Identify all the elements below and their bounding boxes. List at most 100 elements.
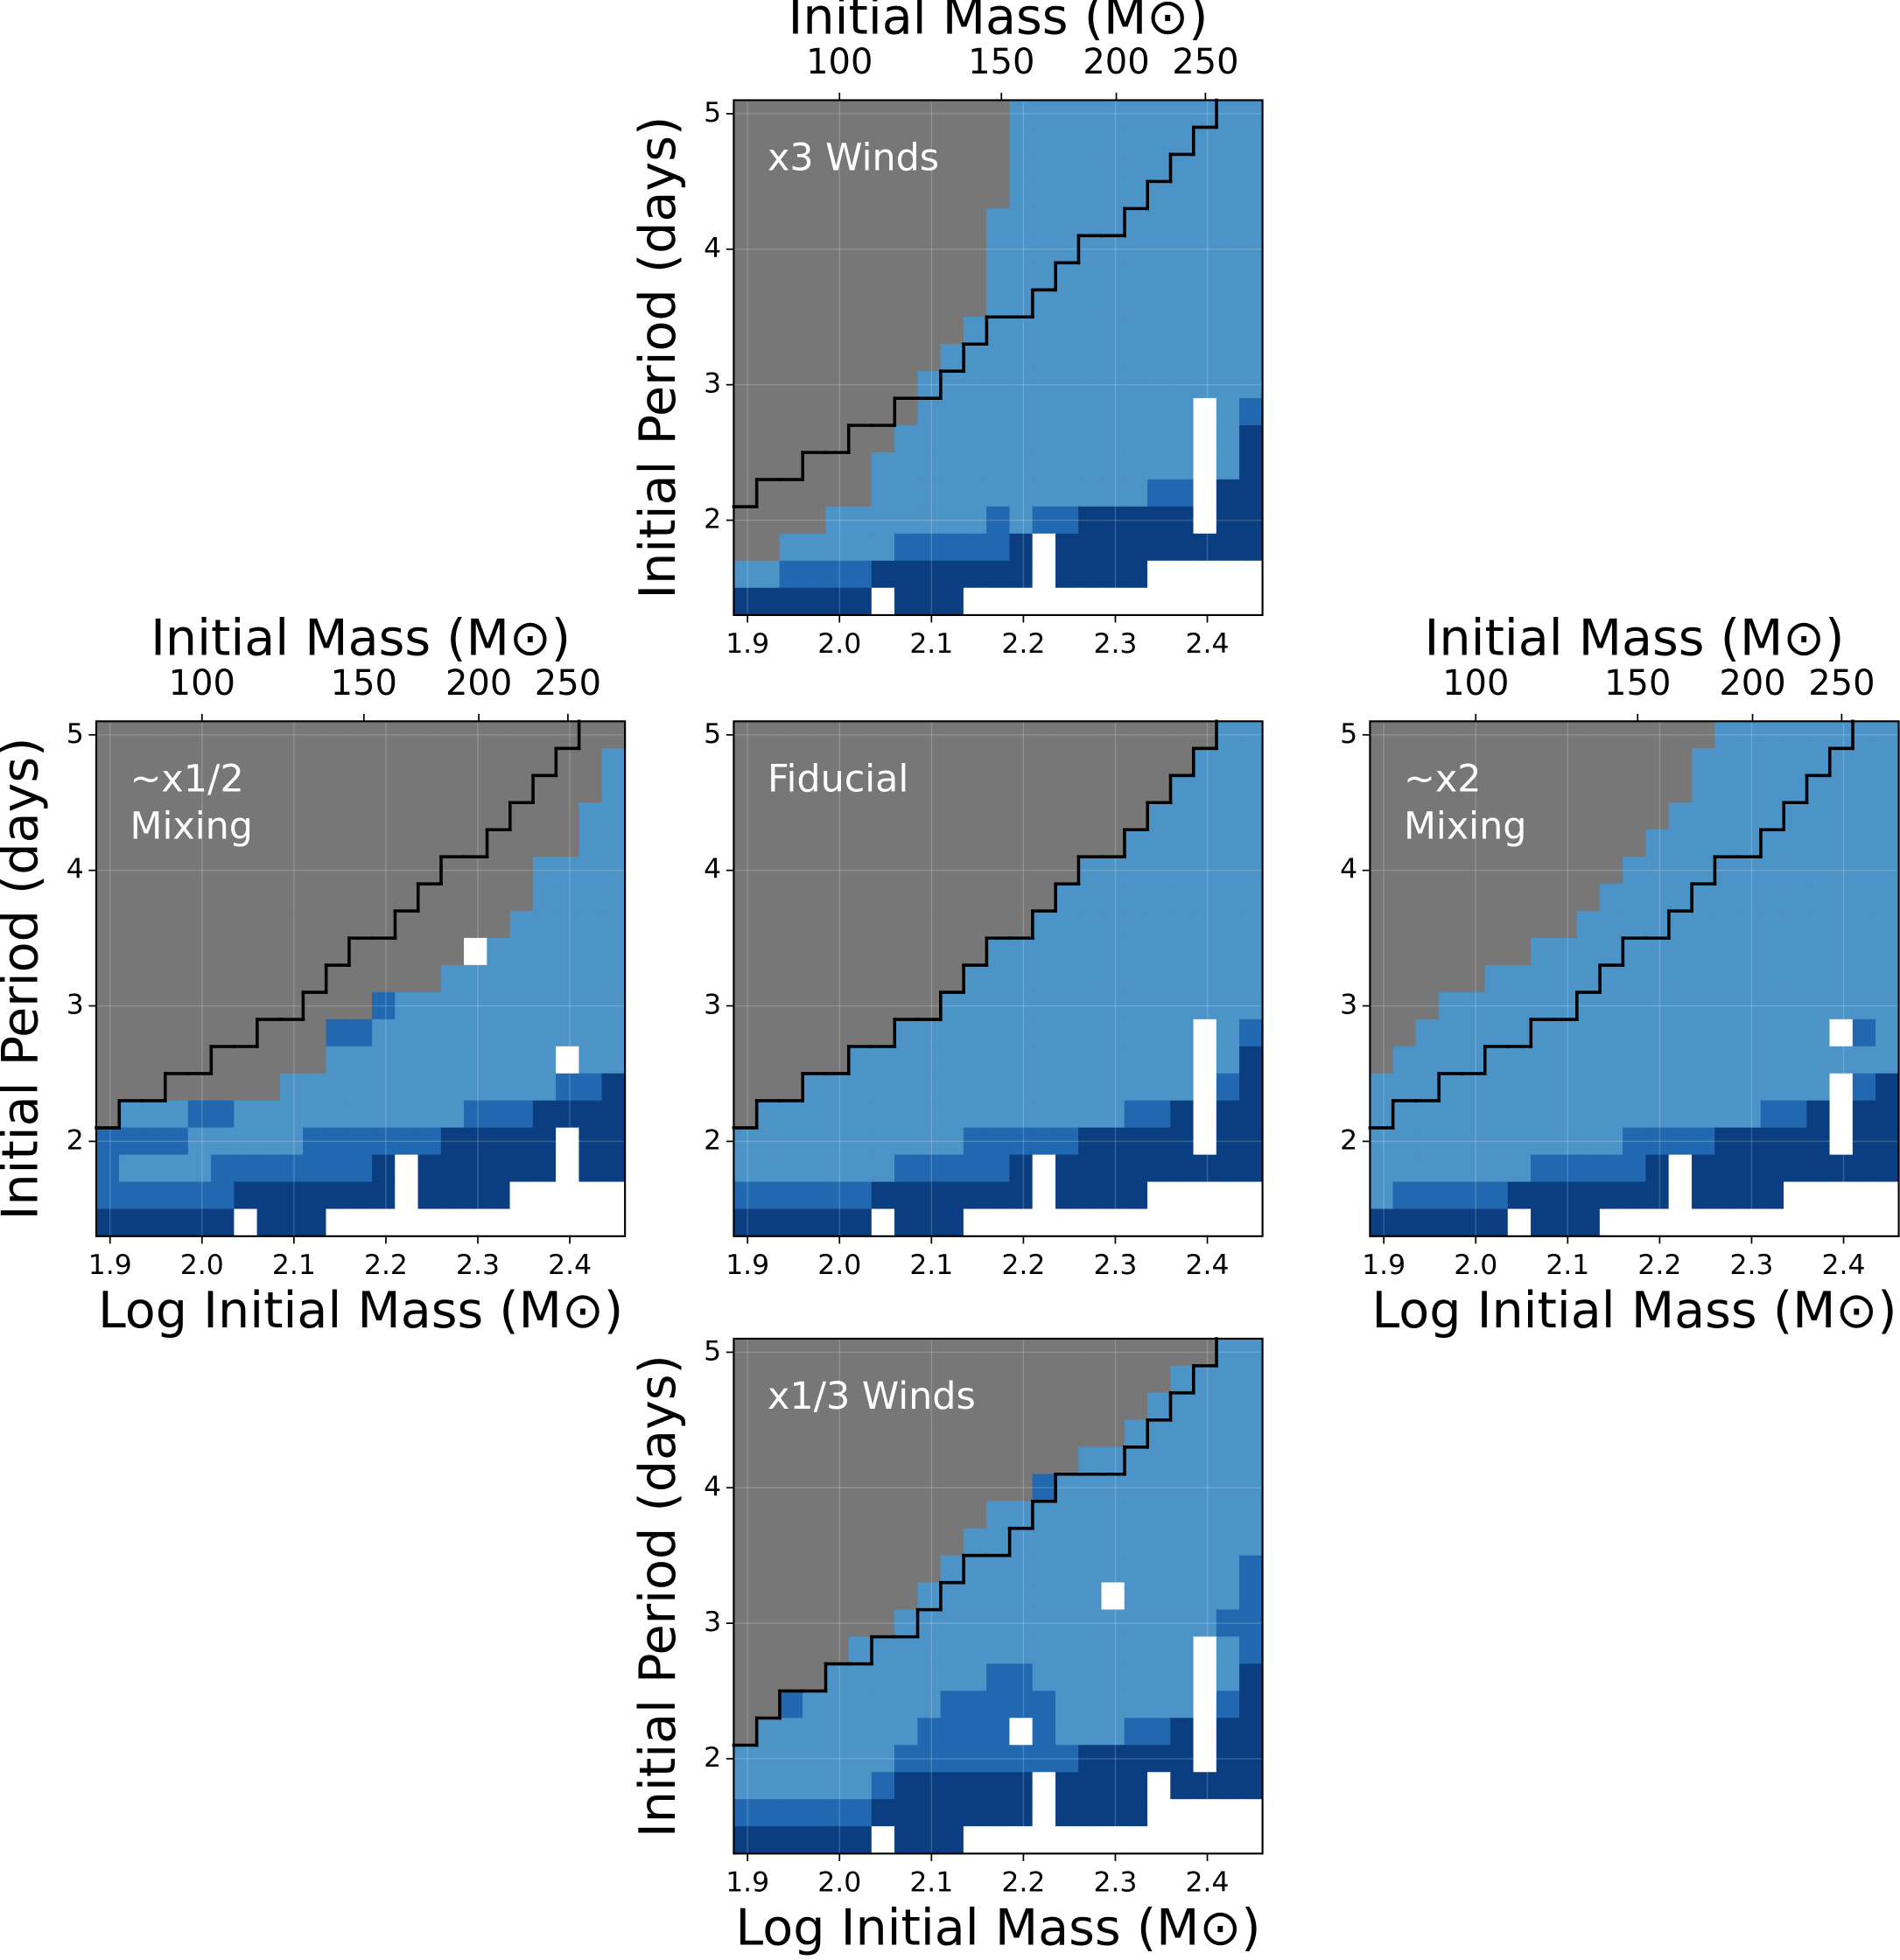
cell [1806,721,1831,750]
cell [1032,1181,1056,1210]
cell [395,775,419,804]
cell [279,1100,305,1129]
cell [1078,290,1103,318]
cell [986,1208,1011,1237]
cell [1193,1018,1217,1047]
cell [211,883,235,912]
cell [848,830,873,858]
cell [1078,1127,1103,1156]
cell [756,1446,781,1475]
cell [894,1745,919,1774]
y-tick-label: 4 [704,854,721,886]
cell [1216,1419,1241,1448]
cell [1760,991,1785,1020]
x-tick-label: 2.3 [456,1250,500,1281]
cell [963,1474,988,1502]
cell [1032,1419,1056,1448]
cell [509,1073,534,1102]
cell [848,1663,873,1692]
cell [1760,910,1785,939]
cell [1645,830,1670,858]
cell [556,748,580,777]
y-tick-label: 3 [704,990,721,1021]
cell [986,1501,1011,1530]
y-tick-label: 5 [1340,718,1357,750]
cell [1415,883,1440,912]
cell [848,100,873,129]
cell [986,479,1011,508]
cell [940,1100,964,1129]
cell [940,533,964,562]
cell [1170,290,1195,318]
cell [165,964,189,993]
cell [1691,1073,1716,1102]
cell [779,208,803,237]
cell [1216,262,1241,291]
cell [1216,290,1241,318]
cell [1147,1181,1172,1210]
cell [464,1181,488,1210]
cell [509,802,534,831]
cell [917,1799,942,1828]
cell [1124,1663,1149,1692]
x-tick-label: 1.9 [726,628,769,660]
cell [894,100,919,129]
cell [1147,100,1172,129]
cell [440,1100,466,1129]
cell [464,1154,488,1183]
cell [894,1555,919,1584]
cell [779,1555,803,1584]
cell [963,587,988,616]
cell [986,1338,1011,1367]
cell [1576,1018,1601,1047]
cell [848,235,873,264]
cell [279,937,305,966]
cell [894,1501,919,1530]
cell [917,424,942,453]
cell [825,1365,850,1394]
cell [963,235,988,264]
cell [917,1154,942,1183]
cell [348,1100,373,1129]
cell [464,991,488,1020]
cell [1009,317,1034,346]
cell [1147,452,1172,480]
cell [1216,181,1241,210]
cell [1216,1799,1241,1828]
cell [440,964,466,993]
cell [940,937,964,966]
cell [487,1181,511,1210]
cell [825,1528,850,1557]
panel-annotation: x3 Winds [768,136,939,180]
cell [1507,1208,1532,1237]
cell [1009,397,1034,426]
cell [1829,1073,1854,1102]
cell [986,127,1011,156]
cell [1239,1799,1264,1828]
cell [1239,1745,1264,1774]
cell [1392,1208,1417,1237]
cell [940,1392,964,1421]
cell [1193,1582,1217,1611]
cell [1668,964,1693,993]
x2-tick-label: 100 [169,663,235,704]
cell [1484,1100,1509,1129]
cell [802,1073,827,1102]
cell [1124,424,1149,453]
cell [95,1046,121,1074]
cell [1032,1609,1056,1638]
cell [1239,830,1264,858]
cell [1032,506,1056,535]
cell [802,1446,827,1475]
cell [1438,1181,1463,1210]
cell [1216,127,1241,156]
cell [142,883,166,912]
cell [1599,1154,1624,1183]
cell [848,479,873,508]
cell [417,1208,442,1237]
cell [963,856,988,885]
cell [894,533,919,562]
cell [1806,802,1831,831]
cell [601,1127,626,1156]
cell [371,775,396,804]
